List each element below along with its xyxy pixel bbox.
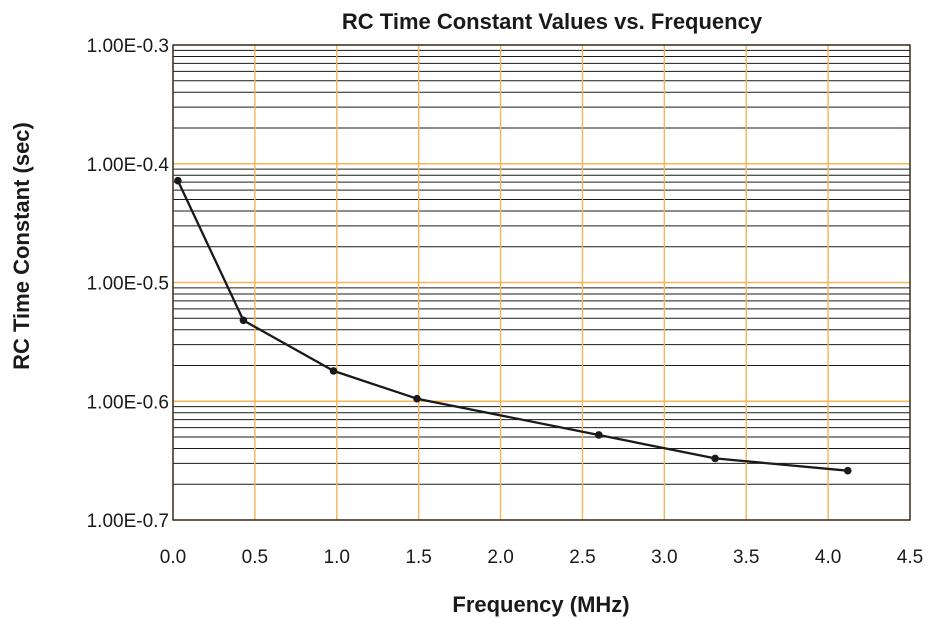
y-axis-title: RC Time Constant (sec) <box>9 122 34 370</box>
y-tick-label: 1.00E-0.7 <box>87 511 169 532</box>
x-axis-title: Frequency (MHz) <box>452 592 629 617</box>
data-point <box>239 316 248 325</box>
x-tick-label: 1.0 <box>324 547 350 568</box>
chart-title: RC Time Constant Values vs. Frequency <box>342 9 763 34</box>
y-tick-label: 1.00E-0.5 <box>87 274 169 295</box>
x-tick-label: 4.0 <box>815 547 841 568</box>
x-tick-label: 0.0 <box>160 547 186 568</box>
y-tick-label: 1.00E-0.4 <box>87 155 170 176</box>
x-tick-labels: 0.0 0.5 1.0 1.5 2.0 2.5 3.0 3.5 4.0 4.5 <box>160 547 923 568</box>
y-tick-label: 1.00E-0.6 <box>87 392 169 413</box>
data-point <box>711 454 719 463</box>
data-point <box>174 176 182 185</box>
data-point <box>329 367 338 375</box>
x-tick-label: 0.5 <box>242 547 268 568</box>
y-tick-labels: 1.00E-0.7 1.00E-0.6 1.00E-0.5 1.00E-0.4 1.00… <box>87 36 170 532</box>
x-tick-label: 2.0 <box>487 547 513 568</box>
x-tick-label: 1.5 <box>405 547 431 568</box>
data-point <box>413 394 421 403</box>
x-tick-label: 4.5 <box>897 547 923 568</box>
x-tick-label: 2.5 <box>569 547 595 568</box>
series-layer <box>174 176 852 475</box>
x-tick-label: 3.5 <box>733 547 759 568</box>
data-point <box>595 431 603 439</box>
y-tick-label: 1.00E-0.3 <box>87 36 169 57</box>
x-tick-label: 3.0 <box>651 547 677 568</box>
plot-frame <box>172 44 911 521</box>
grid <box>172 44 911 521</box>
data-point <box>843 466 852 475</box>
